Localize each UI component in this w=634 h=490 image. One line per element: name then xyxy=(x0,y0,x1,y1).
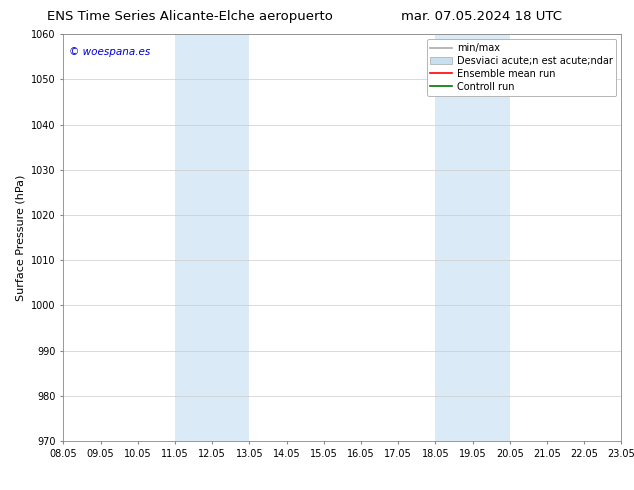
Y-axis label: Surface Pressure (hPa): Surface Pressure (hPa) xyxy=(16,174,25,301)
Bar xyxy=(175,34,249,441)
Text: © woespana.es: © woespana.es xyxy=(69,47,150,56)
Legend: min/max, Desviaci acute;n est acute;ndar, Ensemble mean run, Controll run: min/max, Desviaci acute;n est acute;ndar… xyxy=(427,39,616,96)
Bar xyxy=(436,34,510,441)
Text: mar. 07.05.2024 18 UTC: mar. 07.05.2024 18 UTC xyxy=(401,10,562,23)
Text: ENS Time Series Alicante-Elche aeropuerto: ENS Time Series Alicante-Elche aeropuert… xyxy=(48,10,333,23)
